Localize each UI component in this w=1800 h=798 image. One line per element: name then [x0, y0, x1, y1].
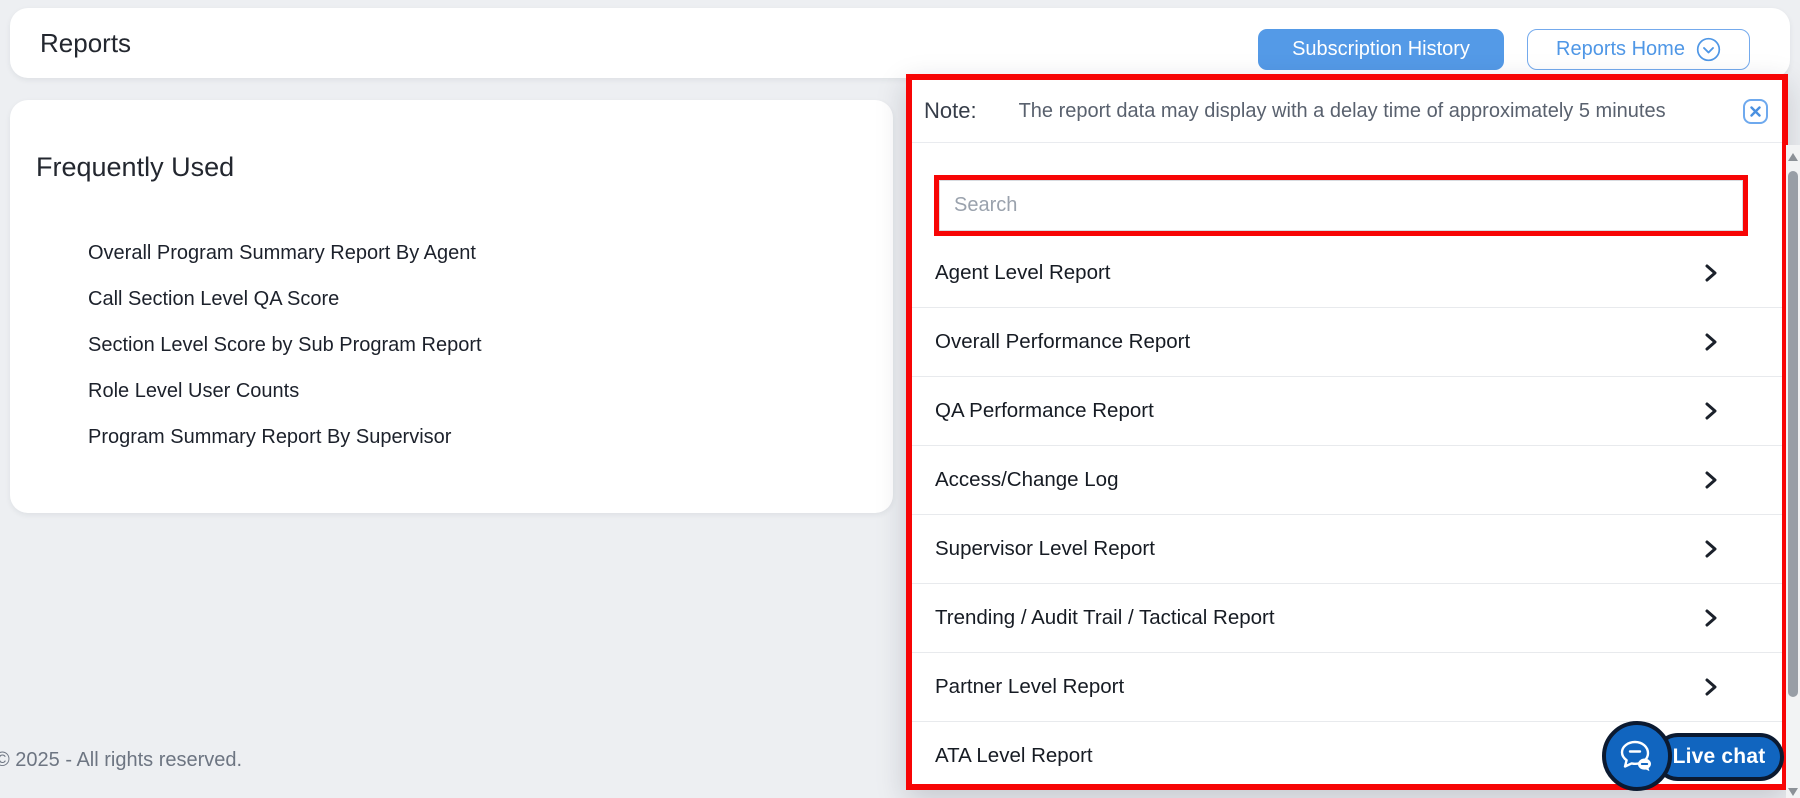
menu-item-access-change-log[interactable]: Access/Change Log	[912, 445, 1782, 514]
report-menu-list: Agent Level Report Overall Performance R…	[912, 238, 1782, 784]
frequently-used-title: Frequently Used	[36, 152, 235, 182]
frequently-used-item[interactable]: Overall Program Summary Report By Agent	[88, 241, 476, 264]
chevron-right-icon	[1702, 470, 1720, 490]
subscription-history-label: Subscription History	[1292, 38, 1470, 60]
frequently-used-list: Overall Program Summary Report By Agent …	[88, 230, 482, 460]
page-header-card: Reports Subscription History Reports Hom…	[10, 8, 1790, 78]
menu-item-qa-performance-report[interactable]: QA Performance Report	[912, 376, 1782, 445]
chevron-right-icon	[1702, 401, 1720, 421]
copyright-footer: © 2025 - All rights reserved.	[0, 749, 243, 771]
dropdown-scrollbar[interactable]	[1786, 145, 1800, 798]
menu-item-label: Trending / Audit Trail / Tactical Report	[935, 606, 1275, 629]
close-icon[interactable]	[1743, 98, 1768, 124]
live-chat-label: Live chat	[1672, 745, 1766, 768]
menu-item-label: Supervisor Level Report	[935, 537, 1155, 560]
menu-item-label: Agent Level Report	[935, 260, 1111, 284]
chevron-right-icon	[1702, 263, 1720, 283]
frequently-used-item[interactable]: Role Level User Counts	[88, 379, 300, 402]
page-title: Reports	[40, 28, 132, 58]
chat-bubble-icon[interactable]	[1602, 721, 1672, 791]
frequently-used-card	[10, 100, 893, 513]
chevron-right-icon	[1702, 332, 1720, 352]
subscription-history-button[interactable]: Subscription History	[1258, 29, 1504, 70]
chevron-down-circle-icon	[1696, 37, 1721, 62]
chevron-right-icon	[1702, 539, 1720, 559]
frequently-used-item[interactable]: Section Level Score by Sub Program Repor…	[88, 333, 482, 356]
reports-home-label: Reports Home	[1556, 38, 1685, 60]
live-chat-pill[interactable]: Live chat	[1654, 733, 1784, 781]
reports-dropdown-panel: Note: The report data may display with a…	[906, 74, 1788, 790]
search-highlight-annotation	[934, 175, 1748, 236]
frequently-used-item[interactable]: Call Section Level QA Score	[88, 287, 340, 310]
note-banner: Note: The report data may display with a…	[912, 80, 1782, 143]
scrollbar-up-arrow-icon[interactable]	[1788, 153, 1798, 161]
menu-item-trending-audit-trail-tactical-report[interactable]: Trending / Audit Trail / Tactical Report	[912, 583, 1782, 652]
menu-item-label: QA Performance Report	[935, 399, 1154, 422]
reports-home-button[interactable]: Reports Home	[1527, 29, 1750, 70]
note-message: The report data may display with a delay…	[1018, 99, 1666, 122]
chevron-right-icon	[1702, 677, 1720, 697]
live-chat-widget[interactable]: Live chat	[1602, 720, 1788, 792]
scrollbar-down-arrow-icon[interactable]	[1788, 788, 1798, 796]
menu-item-partner-level-report[interactable]: Partner Level Report	[912, 652, 1782, 721]
menu-item-agent-level-report[interactable]: Agent Level Report	[912, 238, 1782, 307]
scrollbar-thumb[interactable]	[1788, 171, 1798, 697]
search-input[interactable]	[939, 180, 1743, 231]
menu-item-overall-performance-report[interactable]: Overall Performance Report	[912, 307, 1782, 376]
menu-item-label: ATA Level Report	[935, 744, 1093, 767]
frequently-used-item[interactable]: Program Summary Report By Supervisor	[88, 425, 452, 448]
menu-item-label: Partner Level Report	[935, 675, 1125, 698]
note-label: Note:	[924, 98, 977, 123]
menu-item-label: Access/Change Log	[935, 468, 1119, 491]
menu-item-supervisor-level-report[interactable]: Supervisor Level Report	[912, 514, 1782, 583]
menu-item-label: Overall Performance Report	[935, 330, 1191, 353]
chevron-right-icon	[1702, 608, 1720, 628]
